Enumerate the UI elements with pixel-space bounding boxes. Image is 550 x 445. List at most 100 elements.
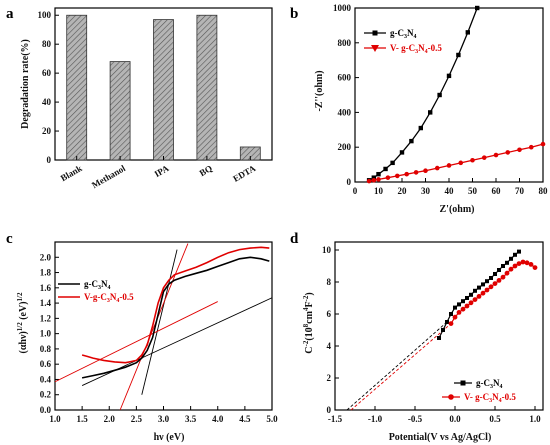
data-point (446, 163, 452, 168)
legend-marker-vgc3n4 (448, 394, 454, 400)
legend-marker-gc3n4 (372, 30, 378, 36)
y-tick-label: 4 (327, 341, 332, 351)
data-point (456, 310, 462, 315)
data-point (476, 294, 482, 299)
data-point (473, 288, 477, 293)
data-point (485, 279, 489, 284)
data-point (465, 30, 470, 35)
y-tick-label: 0 (327, 405, 332, 415)
panel-b-ylabel: -Z''(ohm) (314, 70, 325, 111)
data-point (456, 52, 461, 58)
data-point (446, 73, 452, 79)
data-point (516, 261, 522, 266)
data-point (472, 297, 478, 302)
data-point (520, 259, 526, 265)
data-point (500, 274, 506, 280)
x-tick-label: 1.0 (49, 414, 61, 424)
x-tick-label: IPA (153, 163, 171, 179)
x-tick-label: 80 (539, 186, 549, 196)
data-point (517, 147, 522, 153)
legend-marker-gc3n4 (460, 380, 466, 386)
data-point (508, 266, 514, 272)
series-line (81, 246, 270, 364)
fit-line (119, 243, 189, 411)
y-tick-label: 100 (38, 10, 52, 20)
panel-c-ylabel: (αhν)1/2 (eV)1/2 (16, 292, 29, 354)
x-tick-label: 2.0 (104, 414, 116, 424)
y-tick-label: 80 (42, 39, 52, 49)
data-point (385, 175, 391, 180)
series-line (81, 256, 270, 379)
panel-a-letter: a (6, 6, 14, 22)
y-tick-label: 400 (338, 107, 352, 117)
x-tick-label: 40 (445, 186, 455, 196)
data-point (540, 141, 546, 147)
data-point (376, 171, 381, 177)
data-point (481, 155, 487, 160)
y-tick-label: 8 (327, 277, 332, 287)
y-tick-label: 1.2 (40, 313, 52, 323)
data-point (509, 256, 513, 261)
panel-a-bar-chart: a Degradation rate(%) 0 20 40 60 80 100 Blank M… (6, 6, 273, 190)
data-point (465, 296, 469, 300)
y-tick-label: 20 (42, 126, 52, 136)
y-tick-label: 1.8 (40, 268, 52, 278)
data-point (449, 312, 453, 316)
x-tick-label: 0.0 (449, 414, 461, 424)
y-tick-label: 40 (42, 97, 52, 107)
data-point (437, 92, 442, 98)
fit-line (141, 249, 178, 395)
y-tick-label: 1000 (333, 3, 352, 13)
data-point (513, 252, 517, 257)
y-tick-label: 0.2 (40, 390, 52, 400)
y-tick-label: 800 (338, 38, 352, 48)
data-point (489, 276, 493, 280)
data-point (505, 150, 511, 155)
data-point (501, 264, 505, 268)
x-tick-label: Methanol (90, 163, 127, 190)
panel-b-xlabel: Z'(ohm) (440, 204, 475, 215)
panel-c-letter: c (6, 231, 13, 247)
data-point (441, 328, 445, 332)
y-tick-label: 0.4 (40, 374, 52, 384)
legend-label-vgc3n4: V- g-C3N4-0.5 (390, 43, 442, 55)
data-point (445, 320, 449, 324)
data-point (532, 265, 538, 270)
plot-frame (54, 241, 273, 411)
y-tick-label: 0 (347, 177, 352, 187)
data-point (493, 272, 497, 276)
data-point (496, 278, 502, 283)
fit-line (81, 297, 273, 386)
bar (66, 14, 88, 161)
x-tick-label: 1.0 (529, 414, 541, 424)
data-point (470, 157, 475, 163)
panel-b-letter: b (290, 6, 298, 22)
panel-d-mott-schottky-plot: d C-2(108cm4F-2) Potential(V vs Ag/AgCl)… (290, 231, 544, 443)
y-tick-label: 1.6 (40, 283, 52, 293)
data-point (390, 160, 395, 166)
data-point (484, 287, 490, 293)
legend-label-gc3n4: g-C3N4 (390, 28, 417, 40)
data-point (464, 303, 470, 309)
legend-label-vgc3n4: V-g-C3N4-0.5 (84, 292, 134, 304)
plot-frame (334, 241, 544, 411)
x-tick-label: 10 (374, 186, 384, 196)
panel-d-letter: d (290, 231, 299, 247)
y-tick-label: 200 (338, 142, 352, 152)
data-point (497, 268, 501, 272)
bar (153, 19, 174, 161)
x-tick-label: 50 (468, 186, 478, 196)
x-tick-label: 20 (398, 186, 408, 196)
y-tick-label: 6 (327, 309, 332, 319)
legend-label-gc3n4: g-C3N4 (84, 279, 111, 291)
y-tick-label: 1.0 (40, 329, 52, 339)
data-point (504, 270, 510, 276)
panel-c-legend: g-C3N4 V-g-C3N4-0.5 (58, 279, 134, 304)
x-tick-label: -0.5 (408, 414, 423, 424)
extrapolation-line (346, 321, 448, 411)
x-tick-label: 1.5 (77, 414, 89, 424)
data-point (457, 302, 461, 307)
data-point (376, 177, 381, 182)
data-point (460, 306, 466, 312)
